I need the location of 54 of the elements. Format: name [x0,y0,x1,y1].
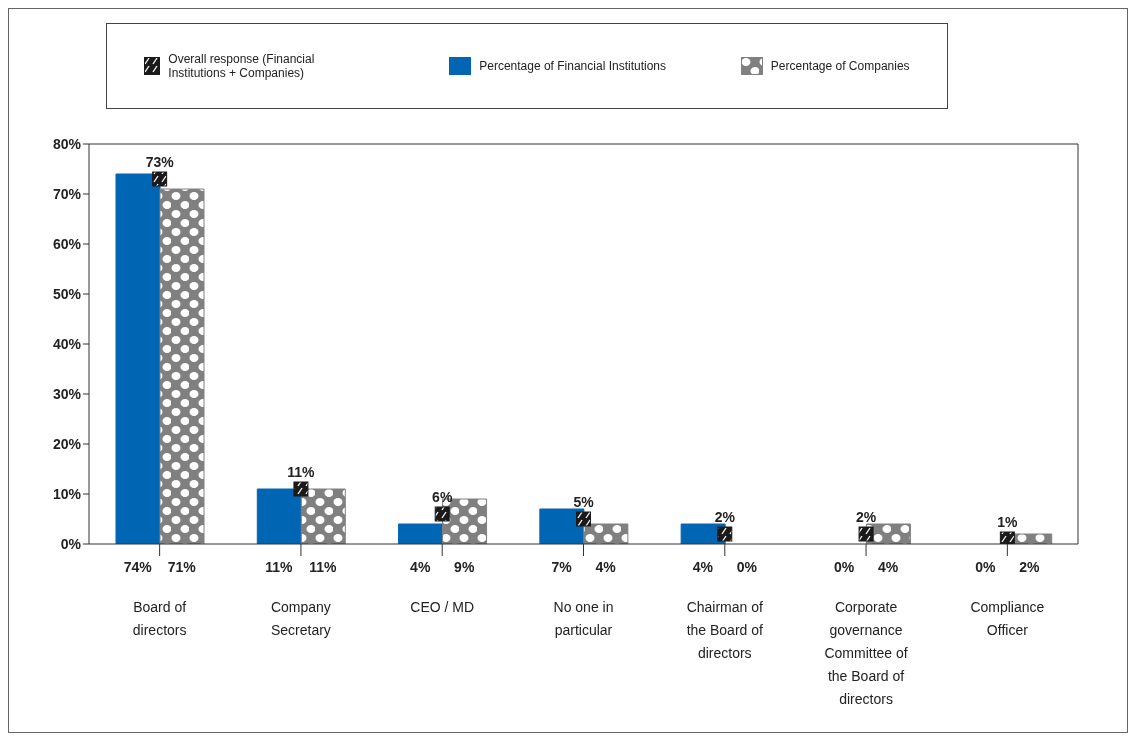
x-tick-label: Chairman of the Board of directors [686,599,764,661]
y-tick-label: 40% [52,335,82,352]
data-label: 9% [454,559,475,575]
y-tick-label: 30% [52,385,82,402]
bar [300,488,346,544]
data-label: 73% [145,154,175,170]
bar [583,523,629,544]
bar [159,188,205,544]
point [152,171,168,187]
x-tick-label: Compliance Officer [970,599,1045,638]
data-label: 11% [309,559,338,575]
x-tick-label: Board of directors [132,599,187,638]
x-tick-label: Corporate governance Committee of the Board of directors [824,599,908,707]
data-label: 2% [714,509,736,525]
y-tick-label: 60% [52,235,82,252]
y-tick-label: 20% [52,435,82,452]
legend-label: Overall response (Financial Institutions + Companies) [168,52,316,80]
data-label: 4% [692,559,714,575]
bar [256,488,302,544]
legend-label: Percentage of Companies [770,59,910,73]
bar [398,523,444,544]
data-label: 6% [432,489,453,505]
y-tick-label: 70% [52,185,82,202]
data-label: 0% [736,559,758,575]
legend-label: Percentage of Financial Institutions [479,59,666,73]
y-tick-label: 80% [52,135,82,152]
data-label: 5% [573,494,595,510]
data-label: 7% [551,559,573,575]
data-label: 0% [833,559,855,575]
bar [115,173,161,544]
point [717,526,733,542]
x-tick-label: No one in particular [553,599,614,638]
point [576,511,591,527]
y-tick-label: 50% [52,285,82,302]
data-label: 2% [855,509,877,525]
data-label: 0% [975,559,997,575]
point [999,531,1015,544]
data-label: 4% [410,559,431,575]
data-label: 74% [123,559,153,575]
x-tick-label: CEO / MD [410,599,475,615]
data-label: 1% [997,514,1019,530]
point [293,481,309,497]
y-tick-label: 0% [60,535,82,552]
x-tick-label: Company Secretary [270,599,331,638]
y-tick-label: 10% [52,485,82,502]
point [434,506,450,522]
data-label: 4% [595,559,617,575]
data-label: 2% [1019,559,1041,575]
bar [539,508,585,544]
data-label: 11% [287,464,316,480]
data-label: 4% [877,559,899,575]
data-label: 11% [265,559,294,575]
data-label: 71% [167,559,197,575]
point [858,526,874,542]
